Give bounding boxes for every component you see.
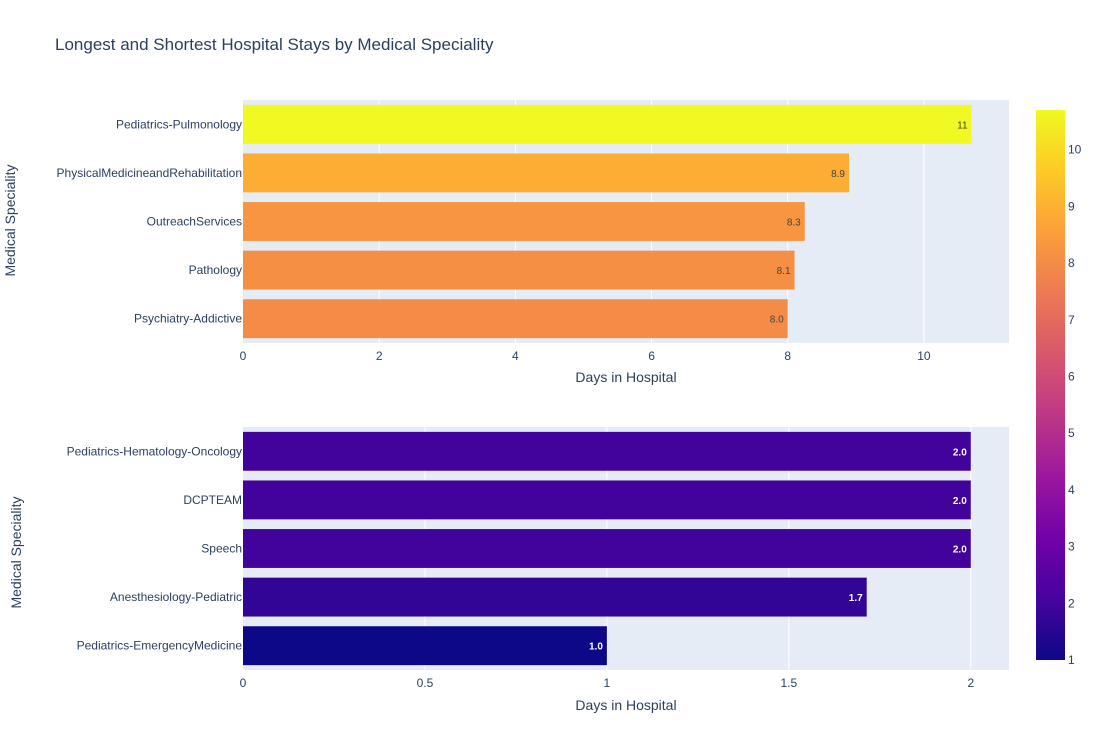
- x-tick-label: 0: [240, 676, 247, 690]
- bar: [243, 431, 971, 471]
- x-axis-title: Days in Hospital: [575, 697, 676, 713]
- category-label: Pediatrics-Hematology-Oncology: [67, 444, 242, 458]
- bar: [243, 577, 867, 617]
- bar: [243, 250, 795, 290]
- bar-data-label: 11: [957, 120, 968, 131]
- bar-data-label: 8.1: [777, 266, 791, 277]
- bar: [243, 202, 805, 241]
- y-axis-title: Medical Speciality: [8, 496, 24, 608]
- category-label: Pediatrics-Pulmonology: [116, 117, 242, 131]
- colorbar-tick-label: 2: [1068, 596, 1075, 610]
- x-axis-title: Days in Hospital: [575, 369, 676, 385]
- category-label: Speech: [201, 542, 242, 556]
- x-tick-label: 0: [240, 349, 247, 363]
- x-tick-label: 2: [967, 676, 974, 690]
- colorbar-gradient: [1036, 110, 1065, 660]
- colorbar-tick-label: 7: [1068, 313, 1075, 327]
- bar: [243, 153, 849, 193]
- colorbar: 1 2 3 4 5 6 7 8 9 10: [1036, 110, 1082, 667]
- bar-data-label: 2.0: [953, 447, 967, 458]
- category-label: PhysicalMedicineandRehabilitation: [57, 166, 242, 180]
- x-tick-label: 4: [512, 349, 519, 363]
- category-label: Pathology: [189, 263, 242, 277]
- category-label: OutreachServices: [147, 215, 242, 229]
- colorbar-tick-label: 9: [1068, 199, 1075, 213]
- colorbar-tick-label: 6: [1068, 369, 1075, 383]
- bar: [243, 626, 607, 666]
- bar: [243, 529, 971, 568]
- colorbar-tick-label: 10: [1068, 143, 1082, 157]
- x-tick-label: 6: [648, 349, 655, 363]
- colorbar-tick-label: 3: [1068, 540, 1075, 554]
- x-tick-label: 8: [784, 349, 791, 363]
- bar: [243, 104, 972, 144]
- x-tick-label: 10: [917, 349, 931, 363]
- chart-title: Longest and Shortest Hospital Stays by M…: [55, 35, 494, 54]
- x-tick-label: 1.5: [780, 676, 797, 690]
- colorbar-tick-label: 4: [1068, 483, 1075, 497]
- category-label: Psychiatry-Addictive: [134, 312, 242, 326]
- bar-data-label: 1.7: [849, 593, 863, 604]
- category-label: Anesthesiology-Pediatric: [110, 590, 242, 604]
- colorbar-tick-label: 8: [1068, 256, 1075, 270]
- colorbar-tick-label: 1: [1068, 653, 1075, 667]
- bar-data-label: 1.0: [589, 642, 603, 653]
- colorbar-tick-label: 5: [1068, 426, 1075, 440]
- category-label: Pediatrics-EmergencyMedicine: [77, 639, 243, 653]
- subplot-shortest: 0 0.5 1 1.5 2 2.0 Pediatrics-Hematology-Oncolo…: [8, 427, 1009, 713]
- bar-data-label: 8.0: [770, 315, 784, 326]
- category-label: DCPTEAM: [183, 493, 242, 507]
- y-axis-title: Medical Speciality: [2, 164, 18, 276]
- bar-data-label: 2.0: [953, 545, 967, 556]
- bar-data-label: 2.0: [953, 496, 967, 507]
- bar-data-label: 8.9: [831, 169, 845, 180]
- bar: [243, 299, 788, 339]
- bar-data-label: 8.3: [787, 218, 801, 229]
- x-tick-label: 1: [604, 676, 611, 690]
- bar: [243, 480, 971, 520]
- x-tick-label: 2: [376, 349, 383, 363]
- subplot-longest: 0 2 4 6 8 10 11 Pediatrics-Pulmonology 8.9 Physic…: [2, 100, 1009, 385]
- x-tick-label: 0.5: [417, 676, 434, 690]
